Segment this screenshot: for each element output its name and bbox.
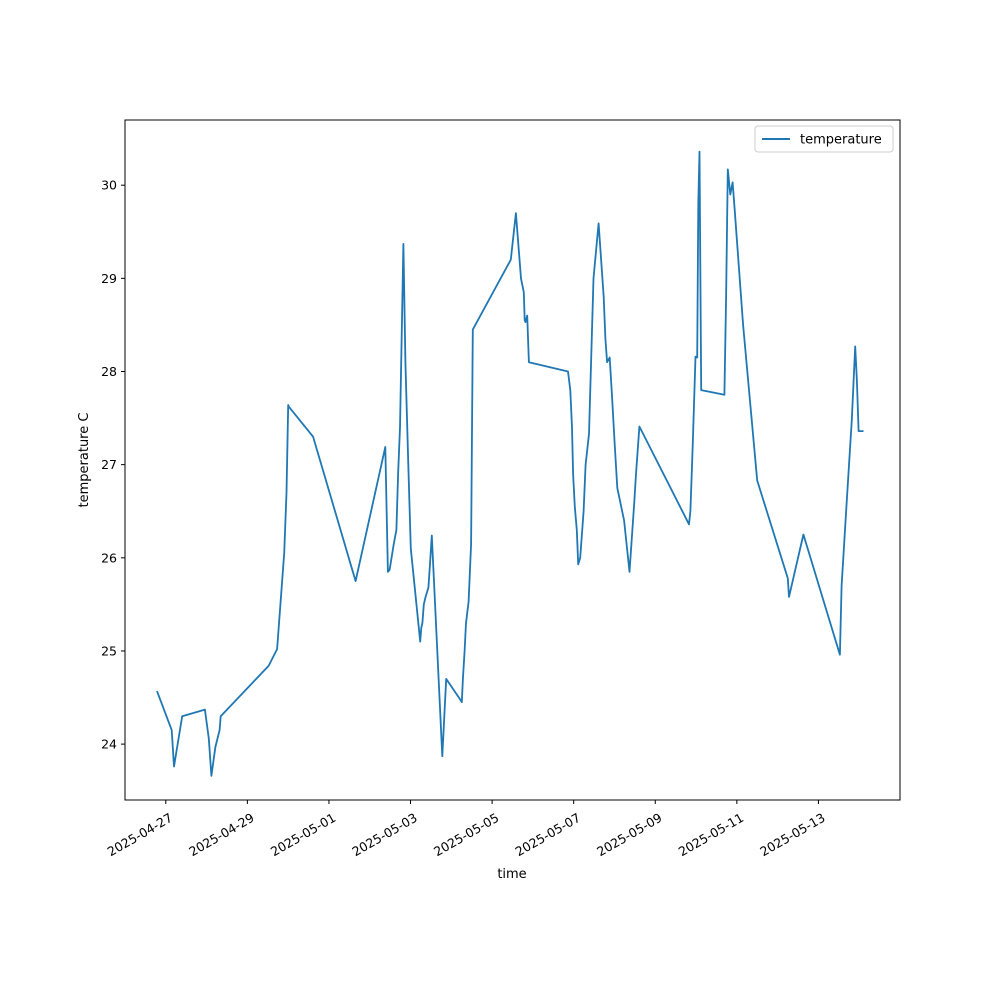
y-tick-label: 24 bbox=[101, 737, 117, 752]
x-axis-ticks: 2025-04-27 2025-04-29 2025-05-01 2025-05-03… bbox=[105, 800, 828, 859]
series-line-temperature bbox=[156, 150, 864, 777]
plot-area bbox=[125, 120, 900, 800]
legend-label-temperature: temperature bbox=[800, 133, 882, 148]
x-tick-label: 2025-05-03 bbox=[349, 810, 419, 859]
legend: temperature bbox=[754, 125, 894, 153]
x-tick-label: 2025-04-27 bbox=[105, 810, 175, 859]
x-tick-label: 2025-05-13 bbox=[757, 810, 827, 859]
y-tick-label: 28 bbox=[101, 364, 117, 379]
plot-frame bbox=[124, 119, 901, 801]
y-tick-label: 26 bbox=[101, 550, 117, 565]
y-tick-label: 30 bbox=[101, 178, 117, 193]
series-lines bbox=[156, 150, 864, 777]
y-tick-label: 27 bbox=[101, 457, 117, 472]
y-tick-label: 25 bbox=[101, 643, 117, 658]
x-tick-label: 2025-04-29 bbox=[186, 810, 256, 859]
y-tick-label: 29 bbox=[101, 271, 117, 286]
x-tick-label: 2025-05-05 bbox=[431, 810, 501, 859]
x-tick-label: 2025-05-09 bbox=[594, 810, 664, 859]
y-axis-label: temperature C bbox=[77, 413, 92, 508]
x-tick-label: 2025-05-11 bbox=[676, 810, 746, 859]
x-tick-label: 2025-05-01 bbox=[268, 810, 338, 859]
y-axis-ticks: 24 25 26 27 28 29 30 bbox=[101, 178, 125, 752]
legend-box bbox=[754, 125, 894, 153]
x-axis-label: time bbox=[497, 867, 526, 882]
x-tick-label: 2025-05-07 bbox=[513, 810, 583, 859]
